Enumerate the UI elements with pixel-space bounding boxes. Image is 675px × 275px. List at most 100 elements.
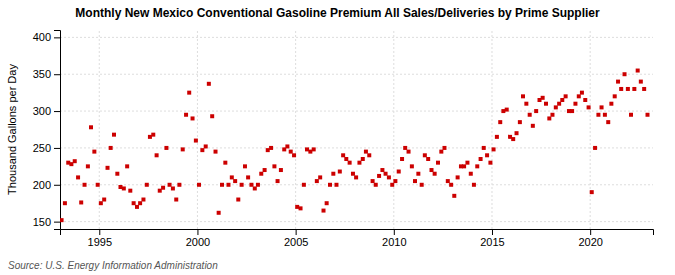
point [357,161,361,165]
point [161,186,165,190]
tick-label: 2000 [186,236,210,248]
point [102,198,106,202]
grid-line [60,37,653,38]
point [420,183,424,187]
point [390,183,394,187]
point [279,168,283,172]
tick-mark [590,229,591,235]
point [606,120,610,124]
point [364,150,368,154]
point [164,146,168,150]
point [214,150,218,154]
tick-mark [99,229,100,235]
point [276,179,280,183]
tick-label: 2005 [284,236,308,248]
grid-line [60,147,653,148]
tick: 300 [33,105,60,117]
point [86,164,90,168]
point [125,164,129,168]
tick-label: 2010 [382,236,406,248]
x-axis: 199520002005201020152020 [61,229,654,248]
point [472,183,476,187]
point [187,91,191,95]
point [292,153,296,157]
point [322,209,326,213]
tick-label: 200 [33,179,51,191]
point [73,159,77,163]
point [407,150,411,154]
point [550,113,554,117]
point [374,183,378,187]
point [636,69,640,73]
point [485,153,489,157]
point [560,98,564,102]
tick: 150 [33,216,60,228]
point [200,148,204,152]
point [515,131,519,135]
point [387,175,391,179]
point [426,157,430,161]
point [573,102,577,106]
axis-line [54,31,61,230]
point [465,161,469,165]
point [541,96,545,100]
point [557,102,561,106]
point [236,198,240,202]
point [151,133,155,137]
point [570,109,574,113]
point [259,172,263,176]
point [312,147,316,151]
grid-line [99,30,100,229]
point [256,183,260,187]
point [331,172,335,176]
point [272,164,276,168]
point [112,133,116,137]
point [554,105,558,109]
point [413,179,417,183]
grid-line [60,111,653,112]
point [528,113,532,117]
tick: 250 [33,142,60,154]
point [482,146,486,150]
point [194,139,198,143]
point [587,105,591,109]
point [361,157,365,161]
chart: 1995200020052010201520201502002503003504… [0,0,675,275]
point [462,164,466,168]
point [315,179,319,183]
point [452,194,456,198]
point [269,146,273,150]
y-axis-title: Thousand Gallons per Day [6,64,18,195]
tick-mark [394,229,395,235]
point [410,164,414,168]
tick-mark [54,148,60,149]
tick-mark [54,111,60,112]
point [629,113,633,117]
points [60,69,650,223]
point [233,179,237,183]
grid-line [60,184,653,185]
point [230,175,234,179]
tick-label: 2015 [480,236,504,248]
point [106,166,110,170]
point [393,179,397,183]
point [564,94,568,98]
point [397,170,401,174]
tick-label: 350 [33,68,51,80]
point [246,175,250,179]
point [210,114,214,118]
point [171,186,175,190]
point [377,174,381,178]
point [469,172,473,176]
grid-line [393,30,394,229]
point [580,91,584,95]
tick: 1995 [88,229,112,248]
point [449,183,453,187]
point [639,80,643,84]
point [344,157,348,161]
tick-mark [296,229,297,235]
point [603,113,607,117]
point [495,135,499,139]
point [338,170,342,174]
point [423,153,427,157]
